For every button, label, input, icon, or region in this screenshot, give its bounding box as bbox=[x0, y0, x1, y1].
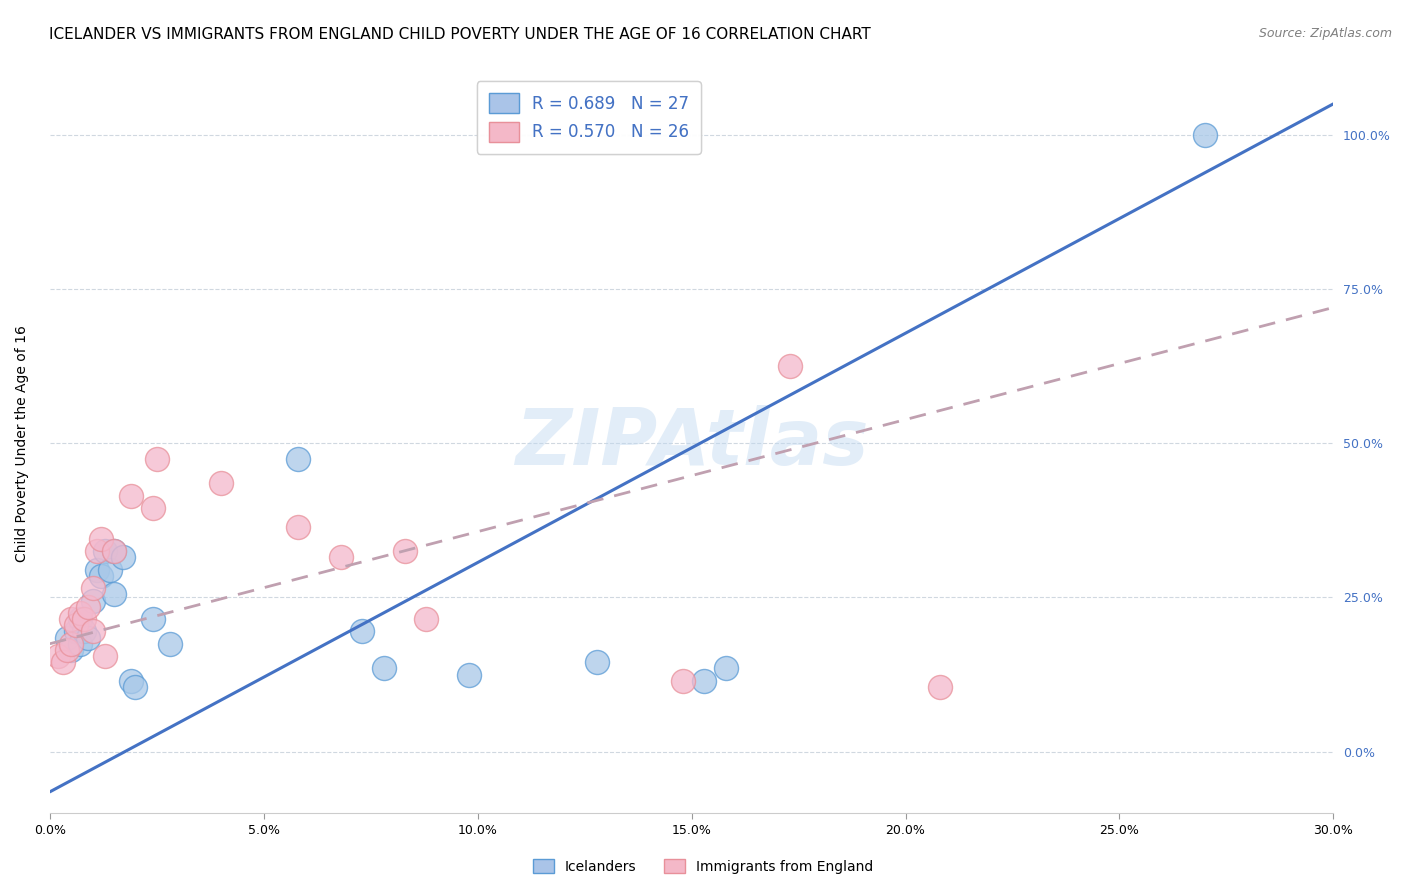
Y-axis label: Child Poverty Under the Age of 16: Child Poverty Under the Age of 16 bbox=[15, 325, 30, 562]
Point bbox=[86, 563, 108, 577]
Point bbox=[352, 624, 374, 639]
Point bbox=[159, 637, 181, 651]
Point bbox=[82, 624, 104, 639]
Point bbox=[52, 655, 75, 669]
Text: ZIPAtlas: ZIPAtlas bbox=[515, 405, 869, 481]
Point bbox=[60, 612, 83, 626]
Point bbox=[56, 631, 79, 645]
Point bbox=[209, 476, 232, 491]
Point bbox=[111, 550, 134, 565]
Point bbox=[65, 624, 87, 639]
Text: ICELANDER VS IMMIGRANTS FROM ENGLAND CHILD POVERTY UNDER THE AGE OF 16 CORRELATI: ICELANDER VS IMMIGRANTS FROM ENGLAND CHI… bbox=[49, 27, 870, 42]
Point bbox=[141, 612, 163, 626]
Point bbox=[103, 544, 125, 558]
Point bbox=[77, 631, 100, 645]
Point bbox=[329, 550, 352, 565]
Point bbox=[779, 359, 801, 373]
Point bbox=[141, 501, 163, 516]
Point bbox=[86, 544, 108, 558]
Point bbox=[120, 489, 142, 503]
Point bbox=[672, 673, 695, 688]
Point bbox=[124, 680, 146, 694]
Point bbox=[586, 655, 609, 669]
Point bbox=[69, 612, 91, 626]
Legend: R = 0.689   N = 27, R = 0.570   N = 26: R = 0.689 N = 27, R = 0.570 N = 26 bbox=[477, 81, 700, 153]
Point bbox=[98, 563, 121, 577]
Text: Source: ZipAtlas.com: Source: ZipAtlas.com bbox=[1258, 27, 1392, 40]
Point bbox=[103, 544, 125, 558]
Point bbox=[94, 649, 117, 664]
Point bbox=[73, 612, 96, 626]
Point bbox=[69, 606, 91, 620]
Point bbox=[73, 624, 96, 639]
Point bbox=[394, 544, 416, 558]
Legend: Icelanders, Immigrants from England: Icelanders, Immigrants from England bbox=[526, 852, 880, 880]
Point bbox=[90, 569, 112, 583]
Point bbox=[415, 612, 437, 626]
Point bbox=[287, 519, 309, 533]
Point bbox=[60, 643, 83, 657]
Point bbox=[146, 451, 169, 466]
Point bbox=[60, 637, 83, 651]
Point bbox=[90, 532, 112, 546]
Point bbox=[82, 581, 104, 595]
Point bbox=[287, 451, 309, 466]
Point bbox=[56, 643, 79, 657]
Point bbox=[928, 680, 950, 694]
Point bbox=[65, 618, 87, 632]
Point bbox=[693, 673, 716, 688]
Point bbox=[69, 637, 91, 651]
Point bbox=[120, 673, 142, 688]
Point bbox=[458, 667, 481, 681]
Point bbox=[94, 544, 117, 558]
Point bbox=[714, 661, 737, 675]
Point bbox=[77, 599, 100, 614]
Point bbox=[103, 587, 125, 601]
Point bbox=[1194, 128, 1216, 142]
Point bbox=[48, 649, 70, 664]
Point bbox=[82, 593, 104, 607]
Point bbox=[373, 661, 395, 675]
